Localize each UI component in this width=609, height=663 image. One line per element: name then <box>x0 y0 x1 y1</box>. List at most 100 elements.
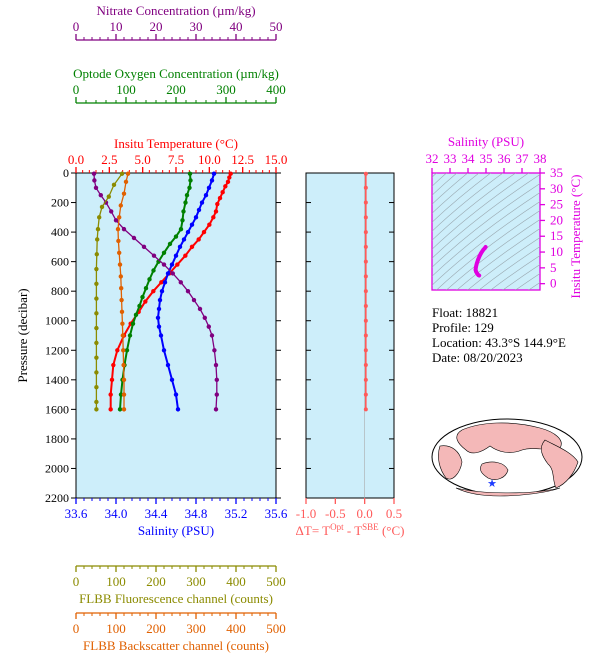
oxygen-point <box>161 250 167 255</box>
world-map: ★ <box>431 418 583 497</box>
temperature-point <box>183 253 188 258</box>
temperature-point <box>189 244 195 250</box>
nitrate-point <box>213 407 219 412</box>
salinity-point <box>196 207 202 213</box>
oxygen-tick-label: 100 <box>116 82 136 97</box>
salinity-tick-label: 34.4 <box>145 506 168 521</box>
temperature-tick-label: 2.5 <box>101 152 117 167</box>
nitrate-point <box>213 362 219 368</box>
salinity-axis-label: Salinity (PSU) <box>138 523 214 538</box>
ts-temperature-tick-label: 5 <box>550 260 557 275</box>
density-isopleth <box>515 273 540 290</box>
nitrate-point <box>93 185 99 190</box>
oxygen-tick-label: 400 <box>266 82 286 97</box>
delta-t-tick-label: 0.5 <box>386 506 402 521</box>
fluorescence-point <box>94 252 100 257</box>
pressure-tick-label: 1600 <box>45 402 69 416</box>
delta-t-tick-label: -1.0 <box>296 506 317 521</box>
nitrate-point <box>206 324 211 329</box>
density-isopleth <box>502 264 540 290</box>
nitrate-axis-label: Nitrate Concentration (µm/kg) <box>96 3 255 18</box>
nitrate-point <box>92 178 97 183</box>
density-isopleth <box>432 173 530 250</box>
temperature-tick-label: 5.0 <box>135 152 151 167</box>
ts-salinity-tick-label: 37 <box>516 151 530 166</box>
nitrate-point <box>212 348 217 353</box>
density-isopleth <box>432 173 504 232</box>
backscatter-tick-label: 500 <box>266 621 286 636</box>
pressure-tick-label: 200 <box>51 196 69 210</box>
salinity-point <box>162 280 168 285</box>
backscatter-point <box>125 171 131 176</box>
oxygen-point <box>181 209 186 214</box>
fluorescence-axis-label: FLBB Fluorescence channel (counts) <box>79 591 273 606</box>
backscatter-point <box>117 215 122 220</box>
float-location-marker: ★ <box>487 478 497 490</box>
oxygen-point <box>137 303 142 309</box>
backscatter-tick-label: 0 <box>73 621 80 636</box>
nitrate-tick-label: 30 <box>190 19 203 34</box>
density-isopleth <box>432 173 492 223</box>
salinity-point <box>155 315 161 320</box>
fluorescence-tick-label: 0 <box>73 574 80 589</box>
salinity-point <box>206 185 212 190</box>
ts-point <box>477 273 481 278</box>
backscatter-point <box>121 191 127 196</box>
temperature-point <box>109 377 115 383</box>
fluorescence-point <box>111 182 117 188</box>
density-isopleth <box>490 255 540 290</box>
temperature-point <box>220 190 225 195</box>
nitrate-tick-label: 50 <box>270 19 283 34</box>
density-isopleth <box>432 174 540 259</box>
pressure-tick-label: 400 <box>51 225 69 239</box>
main-plot-area <box>75 172 277 499</box>
temperature-point <box>111 362 116 368</box>
salinity-point <box>161 348 167 353</box>
nitrate-point <box>113 218 119 223</box>
delta-t-point <box>363 318 368 323</box>
ts-plot-area <box>431 172 541 291</box>
temperature-point <box>213 209 219 214</box>
nitrate-tick-label: 0 <box>73 19 80 34</box>
oxygen-tick-label: 200 <box>166 82 186 97</box>
oxygen-point <box>124 348 130 353</box>
backscatter-point <box>123 179 129 185</box>
salinity-point <box>175 407 181 412</box>
delta-t-point <box>363 289 368 294</box>
pressure-tick-label: 1000 <box>45 314 69 328</box>
salinity-point <box>189 222 195 227</box>
delta-t-point <box>363 215 368 220</box>
fluorescence-point <box>106 194 112 199</box>
fluorescence-point <box>94 325 99 331</box>
ts-temperature-tick-label: 35 <box>550 165 563 180</box>
backscatter-point <box>117 262 123 267</box>
salinity-point <box>156 306 162 312</box>
backscatter-point <box>119 309 125 315</box>
profile-number: Profile: 129 <box>432 320 494 335</box>
fluorescence-point <box>94 266 99 272</box>
oxygen-tick-label: 300 <box>216 82 236 97</box>
delta-t-point <box>363 333 368 338</box>
backscatter-point <box>121 407 127 412</box>
density-isopleths <box>432 173 540 290</box>
pressure-tick-label: 2200 <box>45 491 69 505</box>
pressure-tick-label: 1800 <box>45 432 69 446</box>
float-id: Float: 18821 <box>432 305 499 320</box>
temperature-point <box>175 262 180 267</box>
temperature-point <box>201 229 207 235</box>
oxygen-point <box>187 171 193 176</box>
salinity-point <box>173 253 179 258</box>
oxygen-point <box>180 218 185 223</box>
ts-diagram-panel: 32 33 34 35 36 37 38 Salinity (PSU) 051015202530… <box>426 134 584 299</box>
temperature-point <box>151 288 156 294</box>
temperature-point <box>115 348 120 353</box>
salinity-point <box>193 215 199 220</box>
float-location: Location: 43.3°S 144.9°E <box>432 335 566 350</box>
fluorescence-tick-label: 100 <box>106 574 126 589</box>
delta-t-point <box>363 244 368 249</box>
ts-temperature-axis-label: Insitu Temperature (°C) <box>568 175 583 299</box>
nitrate-point <box>161 262 167 267</box>
salinity-point <box>169 377 175 383</box>
salinity-tick-label: 34.0 <box>105 506 128 521</box>
ts-temperature-tick-label: 10 <box>550 244 563 259</box>
